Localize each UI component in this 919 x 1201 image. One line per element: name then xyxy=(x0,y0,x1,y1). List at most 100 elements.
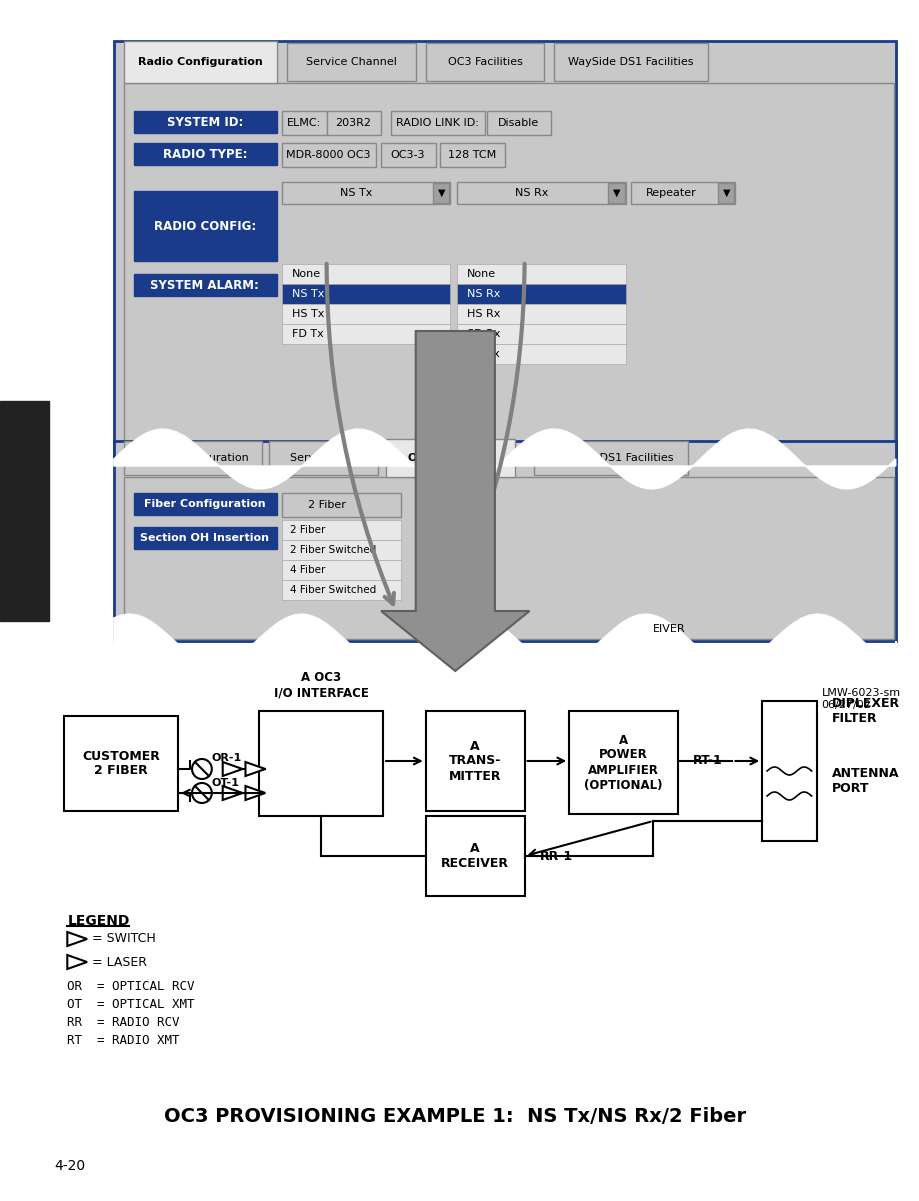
Bar xyxy=(391,110,484,135)
Bar xyxy=(133,110,277,133)
Text: A
TRANS-
MITTER: A TRANS- MITTER xyxy=(448,740,501,783)
Text: Radio Configuration: Radio Configuration xyxy=(138,453,248,464)
Bar xyxy=(553,43,707,80)
Text: Fiber Configuration: Fiber Configuration xyxy=(144,498,266,509)
Bar xyxy=(457,183,625,204)
Text: OR-1: OR-1 xyxy=(211,753,242,763)
Bar xyxy=(282,264,450,283)
Text: LMW-6023-sm
06/27/02: LMW-6023-sm 06/27/02 xyxy=(821,688,900,710)
Bar xyxy=(133,191,277,261)
Bar xyxy=(282,560,401,580)
Bar xyxy=(114,441,895,641)
Text: A
RECEIVER: A RECEIVER xyxy=(440,842,508,870)
Bar xyxy=(630,183,734,204)
Text: ▼: ▼ xyxy=(722,189,730,198)
Text: Serv     nnel: Serv nnel xyxy=(289,453,357,464)
Bar xyxy=(607,183,624,203)
Text: OR  = OPTICAL RCV: OR = OPTICAL RCV xyxy=(67,980,195,992)
Bar xyxy=(326,110,380,135)
Text: RADIO LINK ID:: RADIO LINK ID: xyxy=(395,118,479,129)
Text: NS Rx: NS Rx xyxy=(515,189,548,198)
Polygon shape xyxy=(380,331,529,671)
Bar xyxy=(282,183,450,204)
Bar xyxy=(457,343,625,364)
Text: OC3-3: OC3-3 xyxy=(391,150,425,160)
Polygon shape xyxy=(245,785,265,800)
Bar xyxy=(717,183,733,203)
Text: 4 Fiber Switched: 4 Fiber Switched xyxy=(289,585,376,594)
Text: MDR-8000 OC3: MDR-8000 OC3 xyxy=(286,150,370,160)
Text: LEGEND: LEGEND xyxy=(67,914,130,928)
Bar xyxy=(287,43,415,80)
Bar xyxy=(133,143,277,165)
Text: NS Tx: NS Tx xyxy=(291,289,324,299)
Text: CUSTOMER
2 FIBER: CUSTOMER 2 FIBER xyxy=(82,749,160,777)
Text: OT  = OPTICAL XMT: OT = OPTICAL XMT xyxy=(67,998,195,1010)
Bar xyxy=(534,441,687,476)
Text: None: None xyxy=(291,269,321,279)
Text: 4-20: 4-20 xyxy=(54,1159,85,1173)
Text: 203R2: 203R2 xyxy=(335,118,371,129)
Text: OT-1: OT-1 xyxy=(211,778,240,788)
Bar xyxy=(114,41,895,461)
Bar xyxy=(457,283,625,304)
Bar xyxy=(269,441,378,476)
Text: ▼: ▼ xyxy=(437,189,445,198)
Bar xyxy=(282,143,376,167)
Text: DIPLEXER
FILTER: DIPLEXER FILTER xyxy=(831,697,899,725)
Polygon shape xyxy=(222,761,243,776)
Text: 2 Fiber Switched: 2 Fiber Switched xyxy=(289,545,376,555)
Text: 2 Fiber: 2 Fiber xyxy=(289,525,325,534)
Bar xyxy=(432,183,448,203)
Text: NS Rx: NS Rx xyxy=(467,289,500,299)
Text: ▼: ▼ xyxy=(612,189,619,198)
Bar xyxy=(64,716,178,811)
Text: A OC3
I/O INTERFACE: A OC3 I/O INTERFACE xyxy=(274,671,369,699)
Text: WaySide DS1 Facilities: WaySide DS1 Facilities xyxy=(548,453,674,464)
Bar xyxy=(282,580,401,600)
Text: Radio Configuration: Radio Configuration xyxy=(138,56,263,67)
Bar xyxy=(282,283,450,304)
Bar xyxy=(380,143,435,167)
Bar xyxy=(457,324,625,343)
Text: RADIO TYPE:: RADIO TYPE: xyxy=(163,148,247,161)
Polygon shape xyxy=(67,932,87,946)
Polygon shape xyxy=(114,614,895,664)
Text: 4 Fiber: 4 Fiber xyxy=(289,564,325,575)
Text: ELMC:: ELMC: xyxy=(287,118,321,129)
Text: = LASER: = LASER xyxy=(92,956,147,968)
Text: A
POWER
AMPLIFIER
(OPTIONAL): A POWER AMPLIFIER (OPTIONAL) xyxy=(584,734,662,791)
Text: 128 TCM: 128 TCM xyxy=(448,150,495,160)
Bar xyxy=(133,527,277,549)
Text: OC3 Facilities: OC3 Facilities xyxy=(447,56,522,67)
Text: Repeater: Repeater xyxy=(645,189,696,198)
Bar xyxy=(282,540,401,560)
Bar xyxy=(761,701,816,841)
Bar xyxy=(282,304,450,324)
Bar xyxy=(282,520,401,540)
Text: Service Channel: Service Channel xyxy=(306,56,396,67)
Bar xyxy=(123,441,262,476)
Text: RADIO CONFIG:: RADIO CONFIG: xyxy=(153,220,255,233)
Text: RR-1: RR-1 xyxy=(539,849,572,862)
Text: EIVER: EIVER xyxy=(652,625,686,634)
Polygon shape xyxy=(67,955,87,969)
Text: FD Tx: FD Tx xyxy=(291,329,323,339)
Text: Section OH Insertion: Section OH Insertion xyxy=(141,533,269,543)
Bar xyxy=(123,477,893,639)
Bar xyxy=(282,110,326,135)
Bar xyxy=(133,274,277,295)
Bar xyxy=(123,41,277,83)
Bar xyxy=(425,43,544,80)
Bar xyxy=(440,143,505,167)
Text: SD Rx: SD Rx xyxy=(467,329,500,339)
Text: OC3 PROVISIONING EXAMPLE 1:  NS Tx/NS Rx/2 Fiber: OC3 PROVISIONING EXAMPLE 1: NS Tx/NS Rx/… xyxy=(165,1106,745,1125)
Text: OC3 Facilities: OC3 Facilities xyxy=(408,453,492,464)
Bar xyxy=(282,492,401,516)
Bar xyxy=(259,711,382,815)
Polygon shape xyxy=(245,761,265,776)
Text: ANTENNA
PORT: ANTENNA PORT xyxy=(831,767,898,795)
Text: SYSTEM ALARM:: SYSTEM ALARM: xyxy=(151,279,259,292)
Bar xyxy=(457,264,625,283)
Polygon shape xyxy=(114,429,895,489)
